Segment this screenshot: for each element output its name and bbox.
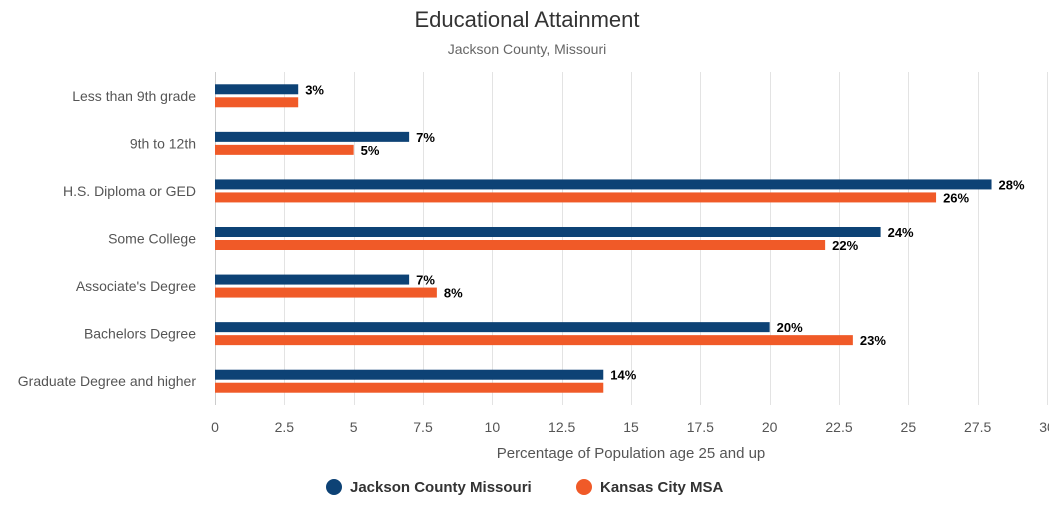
bar-kansas-city-msa xyxy=(215,144,354,155)
bar-jackson-county xyxy=(215,179,992,190)
bar-kansas-city-msa xyxy=(215,192,937,203)
data-label: 26% xyxy=(943,190,969,205)
data-label: 3% xyxy=(305,82,324,97)
data-label: 8% xyxy=(444,286,463,301)
grid-layer xyxy=(215,72,1048,405)
category-label: Some College xyxy=(108,231,196,247)
bar-jackson-county xyxy=(215,84,299,95)
x-tick-label: 2.5 xyxy=(275,419,295,435)
legend: Jackson County Missouri Kansas City MSA xyxy=(326,479,724,496)
bar-jackson-county xyxy=(215,227,881,237)
legend-marker xyxy=(326,479,342,495)
x-axis-title: Percentage of Population age 25 and up xyxy=(497,445,766,462)
x-tick-label: 25 xyxy=(901,419,917,435)
bar-kansas-city-msa xyxy=(215,240,826,250)
x-tick-label: 17.5 xyxy=(687,419,714,435)
bar-kansas-city-msa xyxy=(215,287,437,298)
category-labels: Less than 9th grade 9th to 12th H.S. Diplo… xyxy=(18,88,197,389)
x-tick-label: 5 xyxy=(350,419,358,435)
bar-jackson-county xyxy=(215,274,410,285)
legend-marker xyxy=(576,479,592,495)
x-tick-label: 20 xyxy=(762,419,778,435)
data-label: 20% xyxy=(777,320,803,335)
x-tick-label: 0 xyxy=(211,419,219,435)
data-label: 7% xyxy=(416,130,435,145)
x-tick-label: 27.5 xyxy=(964,419,991,435)
bar-kansas-city-msa xyxy=(215,335,853,346)
x-tick-label: 15 xyxy=(623,419,639,435)
category-label: H.S. Diploma or GED xyxy=(63,183,196,199)
chart-title: Educational Attainment xyxy=(414,7,639,32)
data-label: 24% xyxy=(888,225,914,240)
data-label: 14% xyxy=(610,368,636,383)
bar-kansas-city-msa xyxy=(215,382,604,393)
data-label: 5% xyxy=(361,143,380,158)
x-tick-label: 22.5 xyxy=(825,419,852,435)
category-label: 9th to 12th xyxy=(130,135,196,151)
data-label: 22% xyxy=(832,238,858,253)
category-label: Graduate Degree and higher xyxy=(18,373,197,389)
bar-jackson-county xyxy=(215,131,410,142)
bar-kansas-city-msa xyxy=(215,97,299,108)
x-tick-label: 30 xyxy=(1039,419,1049,435)
category-label: Bachelors Degree xyxy=(84,326,196,342)
category-label: Associate's Degree xyxy=(76,278,196,294)
data-label: 23% xyxy=(860,333,886,348)
bars-layer: 3% 7% 5% 28% 26% 24% 22% 7% 8% 20% 23% 14% xyxy=(215,82,1025,393)
bar-jackson-county xyxy=(215,322,770,333)
category-label: Less than 9th grade xyxy=(72,88,196,104)
bar-jackson-county xyxy=(215,369,604,380)
x-tick-label: 12.5 xyxy=(548,419,575,435)
x-tick-label: 7.5 xyxy=(413,419,433,435)
legend-item-label[interactable]: Jackson County Missouri xyxy=(350,479,532,496)
data-label: 28% xyxy=(999,177,1025,192)
x-tick-label: 10 xyxy=(485,419,501,435)
x-tick-labels: 0 2.5 5 7.5 10 12.5 15 17.5 20 22.5 25 27.5 30 xyxy=(211,419,1049,435)
data-label: 7% xyxy=(416,273,435,288)
chart-subtitle: Jackson County, Missouri xyxy=(448,41,606,57)
legend-item-label[interactable]: Kansas City MSA xyxy=(600,479,724,496)
